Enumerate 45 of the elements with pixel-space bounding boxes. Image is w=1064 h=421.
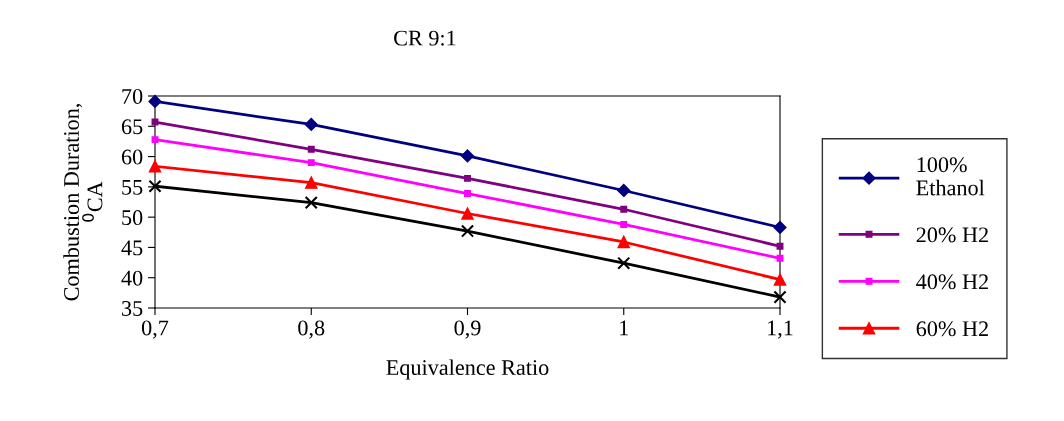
y-tick-label: 60 — [121, 149, 143, 165]
point — [617, 256, 631, 270]
legend-label: 20% H2 — [916, 227, 988, 243]
point — [151, 118, 159, 126]
legend-label: 60% H2 — [916, 321, 988, 337]
x-tick-label: 0,8 — [298, 320, 325, 339]
y-tick-label: 35 — [122, 300, 143, 316]
chart-title: CR 9:1 — [394, 30, 456, 46]
point — [148, 94, 162, 109]
x-tick-label: 1,1 — [768, 320, 793, 339]
x-tick-label: 0,7 — [141, 320, 169, 339]
point — [304, 117, 318, 132]
point — [773, 273, 787, 286]
legend-label: 100% Ethanol — [916, 157, 985, 196]
legend-label: 40% H2 — [916, 274, 988, 290]
y-tick-label: 45 — [121, 240, 143, 256]
point — [151, 136, 159, 144]
point — [460, 149, 475, 163]
point — [304, 176, 318, 189]
point — [773, 290, 787, 304]
point — [460, 224, 475, 238]
point — [464, 174, 471, 182]
point — [620, 220, 628, 228]
point — [304, 196, 318, 210]
y-tick-label: 40 — [121, 270, 143, 286]
x-tick-label: 0,9 — [454, 320, 481, 339]
x-tick-label: 1 — [620, 320, 628, 336]
point — [776, 242, 784, 250]
point — [620, 205, 628, 213]
point — [617, 235, 631, 249]
y-tick-label: 55 — [122, 180, 143, 195]
point — [148, 160, 162, 173]
y-tick-label: 50 — [122, 210, 143, 226]
point — [148, 179, 162, 193]
y-tick-label: 70 — [122, 88, 143, 104]
y-axis-title: Combustion Duration, $^{0}$CA — [63, 104, 103, 301]
point — [461, 207, 474, 220]
point — [464, 190, 471, 197]
point — [307, 159, 315, 167]
point — [617, 183, 631, 198]
y-tick-label: 65 — [121, 119, 143, 135]
x-axis-title: Equivalence Ratio — [386, 359, 549, 380]
point — [776, 254, 784, 262]
point — [773, 220, 787, 235]
point — [307, 145, 315, 153]
